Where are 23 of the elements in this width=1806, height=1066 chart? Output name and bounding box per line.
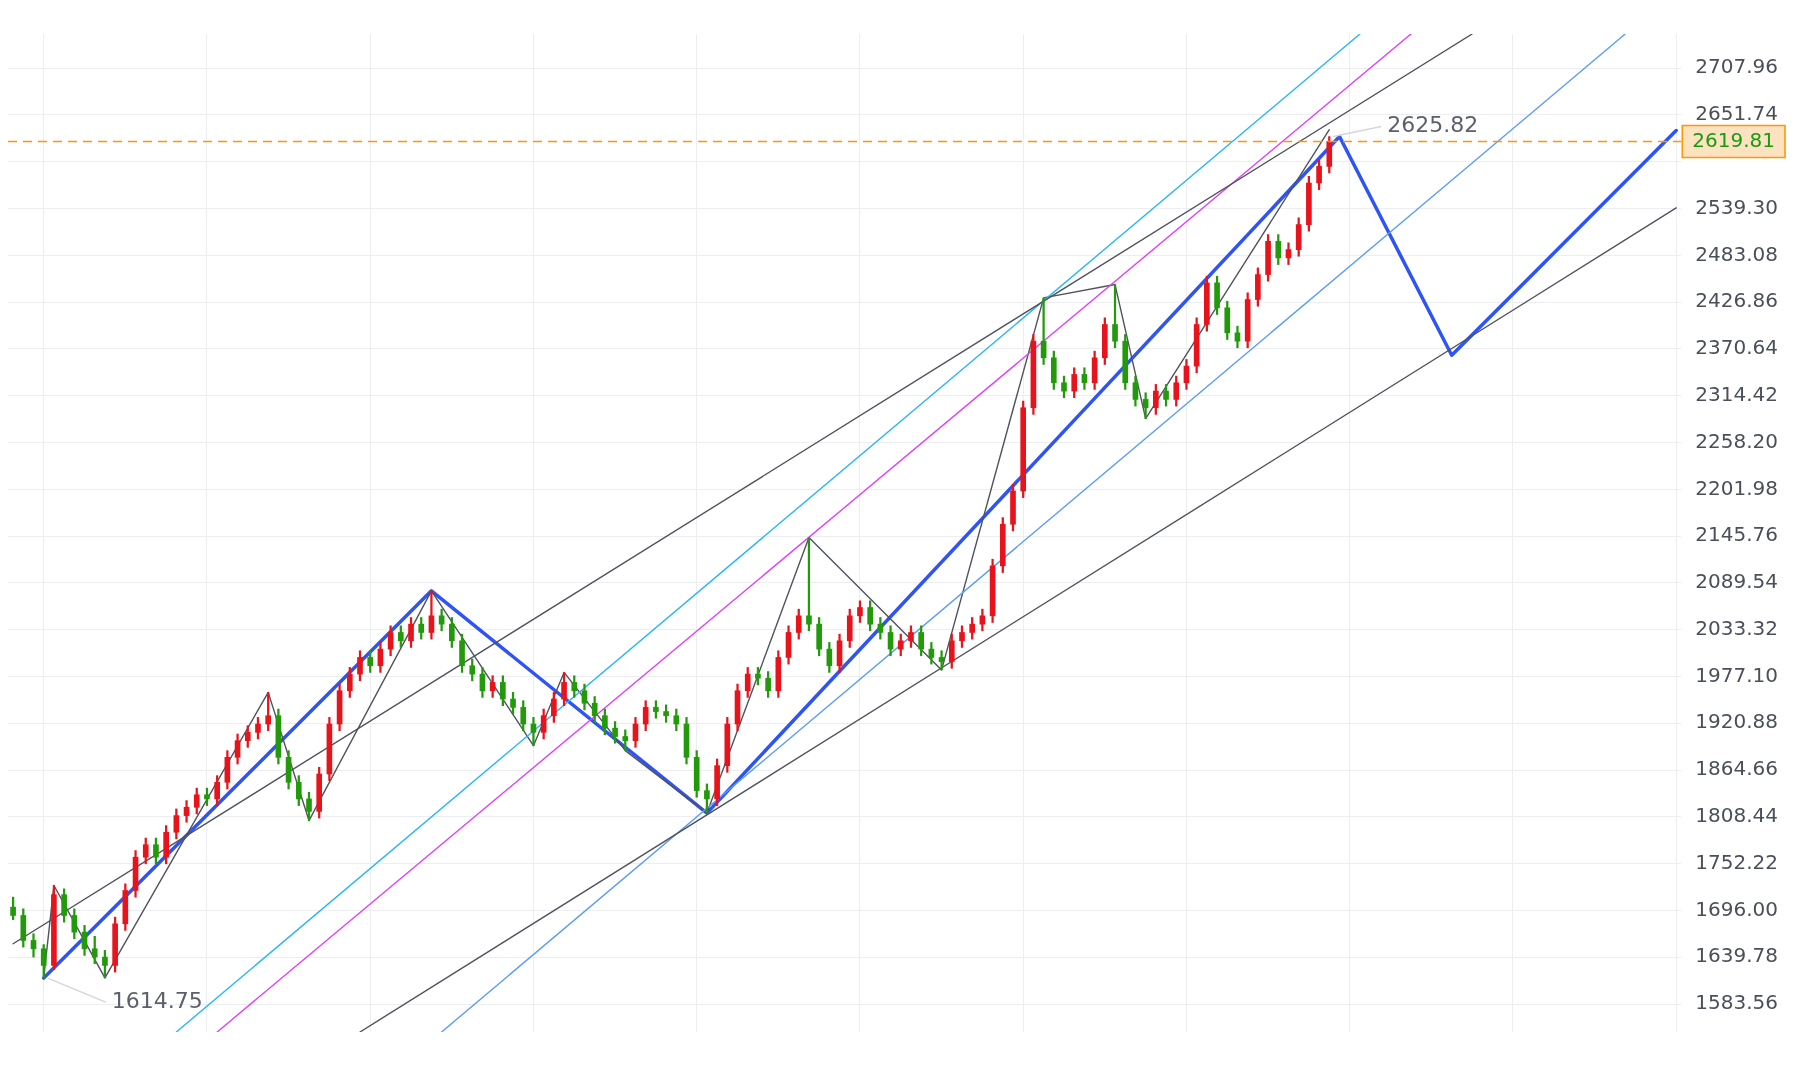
y-tick-label: 2089.54 — [1695, 569, 1779, 594]
y-tick-label: 2539.30 — [1695, 194, 1779, 219]
y-tick-label: 1752.22 — [1695, 849, 1779, 874]
y-tick-label: 2483.08 — [1695, 241, 1779, 266]
y-tick-label: 2370.64 — [1695, 335, 1779, 360]
y-tick-label: 2033.32 — [1695, 615, 1779, 640]
y-tick-label: 1864.66 — [1695, 756, 1779, 781]
y-tick-label: 2258.20 — [1695, 428, 1779, 453]
y-tick-label: 1639.78 — [1695, 943, 1779, 968]
y-tick-label: 1920.88 — [1695, 709, 1779, 734]
y-tick-label: 2145.76 — [1695, 522, 1779, 547]
y-tick-label: 1696.00 — [1695, 896, 1779, 921]
ref-line-label: 2619.81 — [1692, 127, 1776, 152]
annotation: 1614.75 — [111, 987, 203, 1013]
y-tick-label: 2651.74 — [1695, 101, 1779, 126]
y-tick-label: 1808.44 — [1695, 803, 1779, 828]
y-tick-label: 1583.56 — [1695, 990, 1779, 1015]
annotation: 2625.82 — [1387, 112, 1479, 138]
y-tick-label: 2707.96 — [1695, 54, 1779, 79]
y-tick-label: 2201.98 — [1695, 475, 1779, 500]
y-tick-label: 2314.42 — [1695, 381, 1779, 406]
y-tick-label: 1977.10 — [1695, 662, 1779, 687]
y-tick-label: 2426.86 — [1695, 288, 1779, 313]
